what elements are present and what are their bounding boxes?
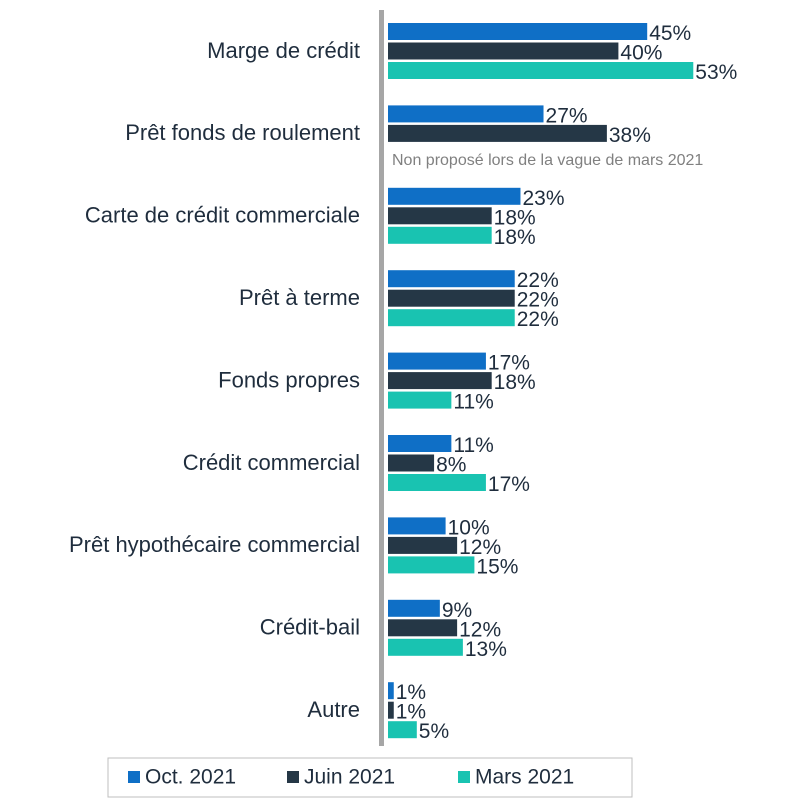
- bar: [388, 721, 417, 739]
- bar: [388, 638, 463, 656]
- legend-label: Juin 2021: [304, 766, 395, 789]
- bar: [388, 454, 435, 472]
- bar: [388, 187, 521, 205]
- value-label: 38%: [609, 124, 651, 147]
- value-label: 11%: [453, 391, 493, 414]
- bar: [388, 556, 475, 574]
- value-label: 18%: [494, 206, 536, 229]
- value-label: 9%: [442, 599, 472, 622]
- value-label: 13%: [465, 638, 507, 661]
- bar: [388, 309, 515, 327]
- category-label: Fonds propres: [218, 367, 360, 392]
- legend-swatch: [128, 771, 140, 783]
- bar: [388, 682, 394, 700]
- legend-box: [107, 757, 633, 798]
- value-label: 8%: [436, 454, 466, 477]
- bar: [388, 270, 515, 288]
- legend-label: Mars 2021: [475, 766, 574, 789]
- value-label: 18%: [494, 371, 536, 394]
- legend-swatch: [287, 771, 299, 783]
- value-label: 17%: [488, 352, 530, 375]
- category-label: Carte de crédit commerciale: [85, 203, 360, 228]
- value-label: 27%: [546, 104, 588, 127]
- category-label: Marge de crédit: [207, 38, 360, 63]
- legend-swatch: [458, 771, 470, 783]
- bar: [388, 474, 486, 491]
- bar: [388, 207, 492, 225]
- annotation: Non proposé lors de la vague de mars 202…: [392, 152, 703, 169]
- value-label: 53%: [695, 61, 737, 84]
- bar: [388, 352, 486, 370]
- bar: [388, 435, 452, 452]
- bar: [388, 599, 440, 617]
- value-label: 22%: [517, 269, 559, 292]
- value-label: 22%: [517, 308, 559, 331]
- bar: [388, 124, 607, 142]
- value-label: 12%: [459, 618, 501, 641]
- value-label: 22%: [517, 289, 559, 312]
- category-label: Crédit-bail: [260, 615, 360, 640]
- value-label: 1%: [396, 681, 426, 704]
- value-label: 11%: [453, 434, 493, 457]
- bar: [388, 289, 515, 307]
- legend-label: Oct. 2021: [145, 766, 236, 789]
- bar: [388, 619, 458, 637]
- axis-line: [379, 10, 384, 746]
- value-label: 12%: [459, 536, 501, 559]
- value-label: 40%: [620, 42, 662, 65]
- value-label: 23%: [522, 187, 564, 210]
- value-label: 5%: [419, 720, 449, 743]
- bar: [388, 23, 648, 40]
- value-label: 1%: [396, 701, 426, 724]
- category-label: Crédit commercial: [183, 450, 360, 475]
- bar: [388, 226, 492, 244]
- category-label: Prêt à terme: [239, 285, 360, 310]
- value-label: 18%: [494, 226, 536, 249]
- category-label: Prêt fonds de roulement: [125, 120, 360, 145]
- category-label: Autre: [307, 697, 360, 722]
- bar: [388, 536, 458, 554]
- value-label: 17%: [488, 473, 530, 496]
- bar: [388, 105, 544, 123]
- category-label: Prêt hypothécaire commercial: [69, 532, 360, 557]
- bar: [388, 372, 492, 390]
- value-label: 10%: [448, 516, 490, 539]
- value-label: 15%: [476, 555, 518, 578]
- bar: [388, 701, 394, 719]
- bar: [388, 391, 452, 409]
- bar: [388, 517, 446, 535]
- bar: [388, 62, 694, 79]
- value-label: 45%: [649, 22, 691, 45]
- bar: [388, 42, 619, 60]
